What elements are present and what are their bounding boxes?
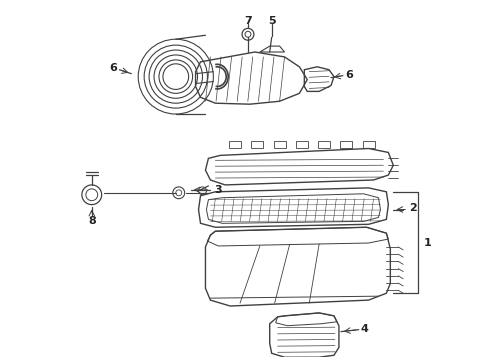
- Text: 4: 4: [361, 324, 368, 334]
- Text: 2: 2: [409, 203, 417, 212]
- Text: 8: 8: [88, 216, 96, 226]
- Text: 7: 7: [244, 15, 252, 26]
- Text: 1: 1: [424, 238, 432, 248]
- Text: 6: 6: [110, 63, 118, 73]
- Text: 3: 3: [215, 185, 222, 195]
- Text: 6: 6: [345, 69, 353, 80]
- Text: 5: 5: [268, 15, 275, 26]
